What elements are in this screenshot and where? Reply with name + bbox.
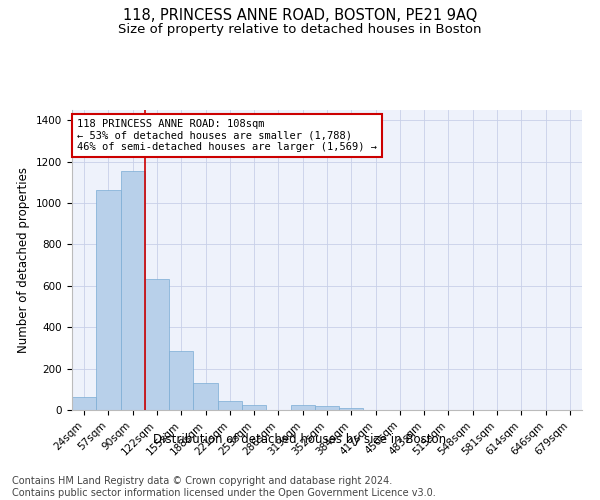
Bar — [339, 408, 364, 410]
Bar — [121, 171, 145, 410]
Bar — [242, 406, 266, 410]
Bar — [145, 278, 169, 410]
Text: Distribution of detached houses by size in Boston: Distribution of detached houses by size … — [154, 432, 446, 446]
Text: Contains HM Land Registry data © Crown copyright and database right 2024.
Contai: Contains HM Land Registry data © Crown c… — [12, 476, 436, 498]
Text: Size of property relative to detached houses in Boston: Size of property relative to detached ho… — [118, 22, 482, 36]
Text: 118, PRINCESS ANNE ROAD, BOSTON, PE21 9AQ: 118, PRINCESS ANNE ROAD, BOSTON, PE21 9A… — [123, 8, 477, 22]
Y-axis label: Number of detached properties: Number of detached properties — [17, 167, 31, 353]
Bar — [218, 402, 242, 410]
Bar — [72, 396, 96, 410]
Text: 118 PRINCESS ANNE ROAD: 108sqm
← 53% of detached houses are smaller (1,788)
46% : 118 PRINCESS ANNE ROAD: 108sqm ← 53% of … — [77, 119, 377, 152]
Bar — [169, 351, 193, 410]
Bar — [315, 406, 339, 410]
Bar — [96, 190, 121, 410]
Bar — [193, 383, 218, 410]
Bar — [290, 406, 315, 410]
